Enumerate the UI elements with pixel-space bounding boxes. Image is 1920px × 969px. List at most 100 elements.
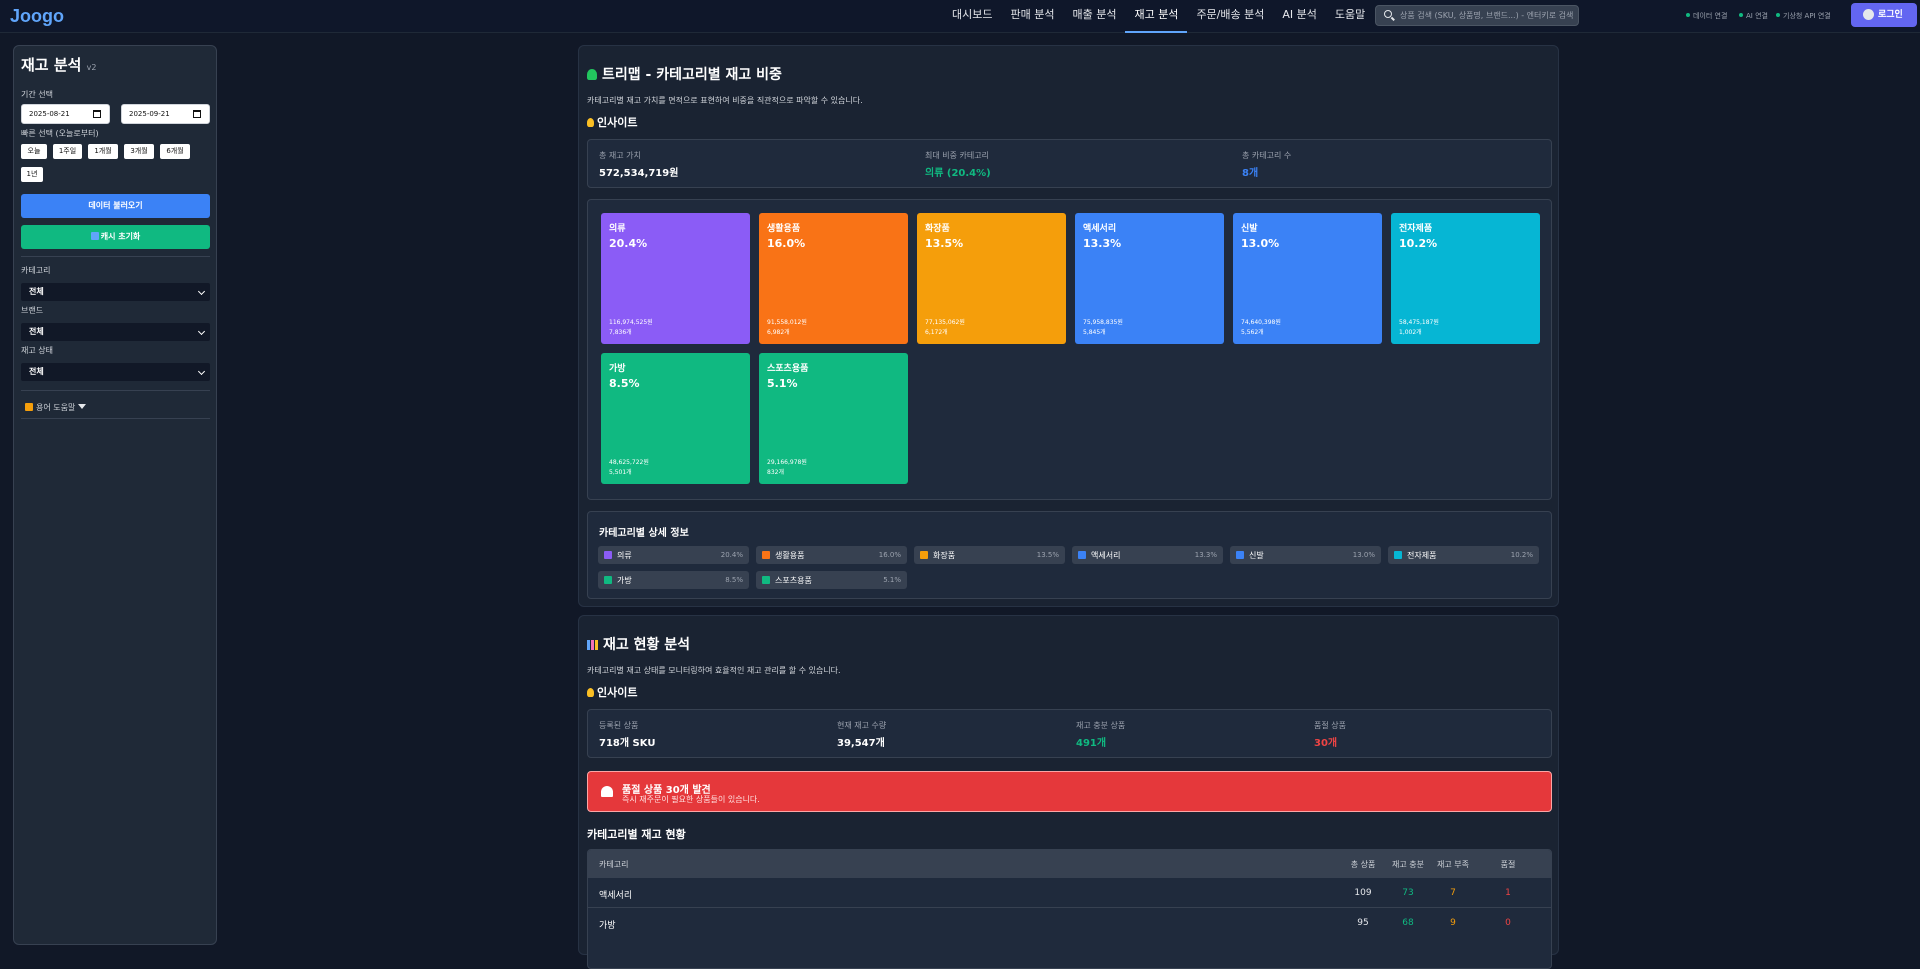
quick-1week-button[interactable]: 1주일 [53, 144, 82, 159]
nav-ai-analysis[interactable]: AI 분석 [1282, 8, 1317, 21]
insight-title: 인사이트 [587, 114, 637, 130]
lightbulb-icon [587, 118, 594, 127]
cell-sufficient: 73 [1402, 888, 1414, 898]
chip-name: 스포츠용품 [775, 576, 812, 585]
divider [21, 256, 210, 257]
tile-count: 832개 [767, 469, 784, 476]
chip-percent: 13.5% [1036, 551, 1059, 559]
alert-description: 즉시 재주문이 필요한 상품들이 있습니다. [622, 795, 760, 804]
user-icon [1863, 9, 1874, 20]
category-chip: 화장품 13.5% [914, 546, 1065, 564]
treemap-description: 카테고리별 재고 가치를 면적으로 표현하여 비중을 직관적으로 파악할 수 있… [587, 96, 863, 105]
book-icon [25, 403, 33, 411]
color-swatch [1394, 551, 1402, 559]
treemap-tile[interactable]: 신발 13.0% 74,640,398원 5,562개 [1233, 213, 1382, 344]
nav-dashboard[interactable]: 대시보드 [952, 8, 993, 21]
header-total: 총 상품 [1350, 860, 1376, 869]
category-chip: 전자제품 10.2% [1388, 546, 1539, 564]
chevron-down-icon [197, 327, 206, 336]
search-placeholder: 상품 검색 (SKU, 상품명, 브랜드...) - 엔터키로 검색 [1400, 11, 1574, 20]
cell-out: 1 [1505, 888, 1511, 898]
tile-value: 29,166,978원 [767, 459, 807, 466]
treemap-tile[interactable]: 스포츠용품 5.1% 29,166,978원 832개 [759, 353, 908, 484]
treemap-insight-box: 총 재고 가치 572,534,719원 최대 비중 카테고리 의류 (20.4… [587, 139, 1552, 188]
header-low: 재고 부족 [1437, 860, 1469, 869]
tile-name: 전자제품 [1399, 224, 1433, 234]
stock-status-select[interactable]: 전체 [21, 363, 210, 381]
stock-status-description: 카테고리별 재고 상태를 모니터링하여 효율적인 재고 관리를 할 수 있습니다… [587, 666, 841, 675]
tile-name: 화장품 [925, 224, 950, 234]
color-swatch [1236, 551, 1244, 559]
cell-category: 액세서리 [599, 891, 633, 901]
table-row[interactable]: 가방 95 68 9 0 [588, 907, 1551, 937]
alert-title: 품절 상품 30개 발견 [622, 785, 711, 796]
stat-label: 총 재고 가치 [599, 151, 641, 160]
cell-low: 9 [1450, 918, 1456, 928]
search-icon [1384, 10, 1392, 18]
treemap-tile[interactable]: 액세서리 13.3% 75,958,835원 5,845개 [1075, 213, 1224, 344]
nav-order-shipping-analysis[interactable]: 주문/배송 분석 [1196, 8, 1265, 21]
chevron-down-icon [197, 367, 206, 376]
date-from-input[interactable]: 2025-08-21 [21, 104, 110, 124]
category-detail-title: 카테고리별 상세 정보 [599, 528, 689, 539]
quick-today-button[interactable]: 오늘 [21, 144, 47, 159]
login-button[interactable]: 로그인 [1851, 3, 1917, 27]
out-of-stock-alert: 품절 상품 30개 발견 즉시 재주문이 필요한 상품들이 있습니다. [587, 771, 1552, 812]
status-dot-icon [1776, 13, 1780, 17]
glossary-help-toggle[interactable]: 용어 도움말 [25, 402, 87, 413]
treemap-tile[interactable]: 가방 8.5% 48,625,722원 5,501개 [601, 353, 750, 484]
status-data: 데이터 연결 [1686, 11, 1727, 21]
tile-name: 생활용품 [767, 224, 801, 234]
load-data-button[interactable]: 데이터 불러오기 [21, 194, 210, 218]
lightbulb-icon [587, 688, 594, 697]
insight-title: 인사이트 [587, 684, 637, 700]
tile-count: 5,501개 [609, 469, 632, 476]
tile-percent: 10.2% [1399, 237, 1438, 250]
table-row[interactable]: 액세서리 109 73 7 1 [588, 877, 1551, 907]
tree-icon [587, 69, 597, 80]
nav-revenue-analysis[interactable]: 매출 분석 [1072, 8, 1117, 21]
nav-sales-analysis[interactable]: 판매 분석 [1010, 8, 1055, 21]
quick-6month-button[interactable]: 6개월 [160, 144, 190, 159]
tile-value: 77,135,062원 [925, 319, 965, 326]
quick-3month-button[interactable]: 3개월 [124, 144, 154, 159]
quick-1year-button[interactable]: 1년 [21, 167, 43, 182]
stat-label: 등록된 상품 [599, 721, 639, 730]
treemap-tile[interactable]: 전자제품 10.2% 58,475,187원 1,002개 [1391, 213, 1540, 344]
main-nav: 대시보드 판매 분석 매출 분석 재고 분석 주문/배송 분석 AI 분석 도움… [943, 0, 1374, 33]
stat-total-inventory-value: 572,534,719원 [599, 168, 679, 179]
stat-label: 품절 상품 [1314, 721, 1346, 730]
nav-inventory-analysis[interactable]: 재고 분석 [1125, 0, 1188, 33]
treemap-tile[interactable]: 화장품 13.5% 77,135,062원 6,172개 [917, 213, 1066, 344]
tile-count: 6,982개 [767, 329, 790, 336]
cell-low: 7 [1450, 888, 1456, 898]
cell-total: 109 [1354, 888, 1372, 898]
stat-category-count: 8개 [1242, 168, 1259, 179]
tile-name: 액세서리 [1083, 224, 1117, 234]
date-to-input[interactable]: 2025-09-21 [121, 104, 210, 124]
chip-percent: 8.5% [725, 576, 743, 584]
status-dot-icon [1739, 13, 1743, 17]
tile-name: 가방 [609, 364, 626, 374]
color-swatch [920, 551, 928, 559]
tile-percent: 20.4% [609, 237, 648, 250]
app-logo[interactable]: Joogo [10, 6, 64, 26]
brand-select[interactable]: 전체 [21, 323, 210, 341]
tile-percent: 13.0% [1241, 237, 1280, 250]
cell-total: 95 [1357, 918, 1369, 928]
treemap-tile[interactable]: 의류 20.4% 116,974,525원 7,836개 [601, 213, 750, 344]
table-header: 카테고리 총 상품 재고 충분 재고 부족 품절 [588, 850, 1551, 877]
nav-help[interactable]: 도움말 [1334, 8, 1366, 21]
stat-top-category: 의류 (20.4%) [925, 168, 991, 179]
stock-status-title: 재고 현황 분석 [587, 634, 690, 654]
treemap-tile[interactable]: 생활용품 16.0% 91,558,012원 6,982개 [759, 213, 908, 344]
search-input[interactable]: 상품 검색 (SKU, 상품명, 브랜드...) - 엔터키로 검색 [1375, 5, 1579, 26]
siren-icon [601, 786, 613, 797]
top-navbar: Joogo 대시보드 판매 분석 매출 분석 재고 분석 주문/배송 분석 AI… [0, 0, 1920, 33]
quick-1month-button[interactable]: 1개월 [88, 144, 118, 159]
divider [21, 390, 210, 391]
category-chip: 액세서리 13.3% [1072, 546, 1223, 564]
reset-cache-button[interactable]: 캐시 초기화 [21, 225, 210, 249]
stat-out-of-stock: 30개 [1314, 738, 1338, 749]
category-select[interactable]: 전체 [21, 283, 210, 301]
